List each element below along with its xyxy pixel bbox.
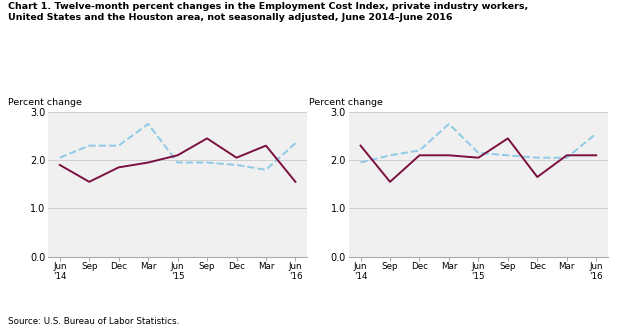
United States total compensation (144, 122, 152, 126)
Houston wages and salaries (445, 153, 452, 157)
Houston total compensation (144, 161, 152, 164)
United States wages and salaries (593, 132, 600, 136)
Text: Source: U.S. Bureau of Labor Statistics.: Source: U.S. Bureau of Labor Statistics. (8, 317, 180, 326)
United States total compensation (174, 161, 182, 164)
Text: Percent change: Percent change (8, 98, 82, 107)
Houston wages and salaries (386, 180, 394, 184)
Line: Houston wages and salaries: Houston wages and salaries (360, 139, 596, 182)
Houston total compensation (174, 153, 182, 157)
United States wages and salaries (504, 153, 512, 157)
United States total compensation (204, 161, 211, 164)
Line: Houston total compensation: Houston total compensation (60, 139, 296, 182)
United States wages and salaries (445, 122, 452, 126)
United States total compensation (56, 156, 63, 160)
Houston wages and salaries (534, 175, 541, 179)
United States total compensation (115, 144, 122, 148)
Houston wages and salaries (563, 153, 571, 157)
Houston total compensation (262, 144, 270, 148)
Houston wages and salaries (593, 153, 600, 157)
Houston total compensation (115, 165, 122, 169)
Houston wages and salaries (415, 153, 423, 157)
United States wages and salaries (415, 148, 423, 152)
United States wages and salaries (563, 156, 571, 160)
Line: United States wages and salaries: United States wages and salaries (360, 124, 596, 163)
Text: Percent change: Percent change (309, 98, 383, 107)
United States wages and salaries (356, 161, 364, 164)
Houston total compensation (56, 163, 63, 167)
United States total compensation (233, 163, 241, 167)
Line: United States total compensation: United States total compensation (60, 124, 296, 170)
Houston total compensation (204, 137, 211, 140)
Houston total compensation (85, 180, 93, 184)
Houston total compensation (292, 180, 300, 184)
United States wages and salaries (475, 151, 483, 155)
United States wages and salaries (386, 153, 394, 157)
United States total compensation (292, 141, 300, 145)
Houston wages and salaries (475, 156, 483, 160)
Houston wages and salaries (356, 144, 364, 148)
Text: Chart 1. Twelve-month percent changes in the Employment Cost Index, private indu: Chart 1. Twelve-month percent changes in… (8, 2, 529, 22)
United States total compensation (262, 168, 270, 172)
Houston wages and salaries (504, 137, 512, 140)
United States total compensation (85, 144, 93, 148)
United States wages and salaries (534, 156, 541, 160)
Houston total compensation (233, 156, 241, 160)
